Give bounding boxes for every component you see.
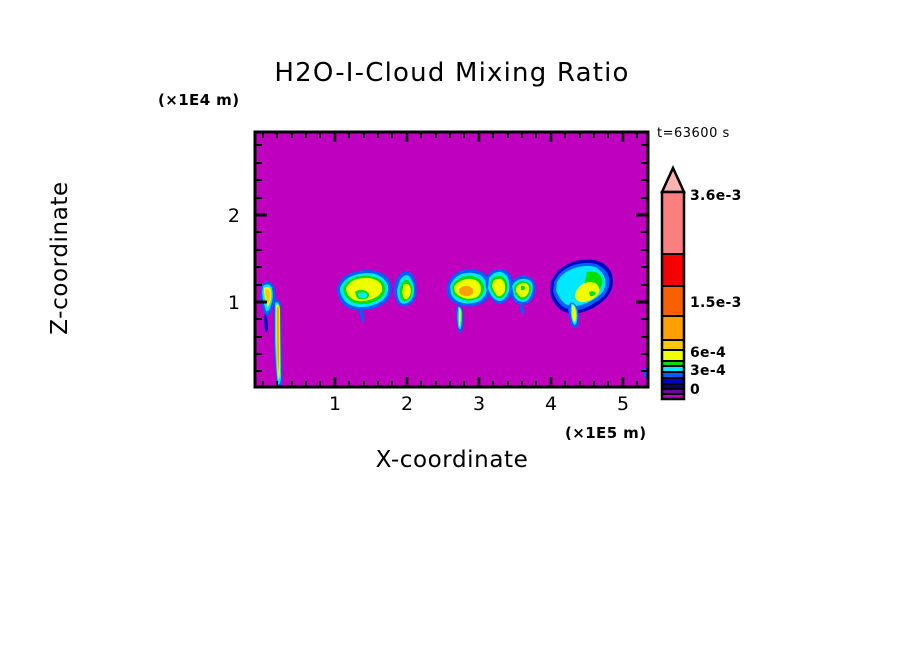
x-tick-label: 3 (472, 393, 486, 415)
x-axis-major-ticks (333, 377, 625, 387)
colorbar-separators (662, 253, 684, 395)
colorbar (660, 164, 686, 401)
timestamp-annotation: t=63600 s (657, 126, 730, 141)
feature-cloud-4 (485, 268, 513, 304)
colorbar-band (662, 372, 684, 378)
colorbar-band (662, 389, 684, 394)
x-axis-top-major-ticks (333, 132, 625, 142)
feature-left-vertical-streak (274, 299, 282, 387)
colorbar-band (662, 350, 684, 361)
x-tick-label: 5 (616, 393, 630, 415)
colorbar-band (662, 254, 684, 286)
x-axis-minor-ticks (262, 381, 638, 387)
colorbar-band (662, 192, 684, 254)
y-axis-right-minor-ticks (641, 144, 648, 372)
feature-cloud-2 (394, 271, 417, 307)
y-axis-units: (×1E4 m) (158, 91, 240, 109)
feature-cloud-6 (550, 259, 613, 329)
y-axis-right-major-ticks (636, 213, 648, 304)
colorbar-band (662, 378, 684, 384)
y-axis-major-ticks (255, 213, 267, 304)
colorbar-arrow-top (660, 164, 686, 194)
colorbar-tick-label: 6e-4 (690, 345, 726, 361)
colorbar-band (662, 361, 684, 366)
colorbar-band (662, 340, 684, 350)
colorbar-band (662, 384, 684, 389)
y-tick-label: 2 (227, 205, 240, 227)
plot-background (255, 132, 648, 387)
y-tick-label: 1 (227, 292, 240, 314)
feature-cloud-5 (509, 275, 536, 315)
x-tick-label: 1 (328, 393, 342, 415)
colorbar-band (662, 394, 684, 399)
plot-frame (253, 130, 650, 389)
colorbar-outline (660, 190, 686, 401)
feature-cloud-1 (337, 270, 392, 323)
x-axis-top-minor-ticks (262, 132, 638, 138)
y-axis-minor-ticks (255, 144, 262, 372)
x-tick-label: 4 (544, 393, 558, 415)
colorbar-tick-label: 3.6e-3 (690, 188, 742, 204)
x-axis-label: X-coordinate (375, 447, 529, 473)
colorbar-band (662, 316, 684, 340)
colorbar-band (662, 366, 684, 372)
colorbar-tick-label: 0 (690, 382, 701, 398)
colorbar-tick-label: 1.5e-3 (690, 295, 742, 311)
colorbar-band (662, 286, 684, 316)
x-axis-units: (×1E5 m) (565, 424, 647, 442)
x-tick-label: 2 (400, 393, 414, 415)
feature-cloud-3 (446, 269, 491, 333)
contour-field (260, 259, 647, 387)
colorbar-tick-label: 3e-4 (690, 363, 726, 379)
page-title: H2O-I-Cloud Mixing Ratio (274, 58, 630, 88)
